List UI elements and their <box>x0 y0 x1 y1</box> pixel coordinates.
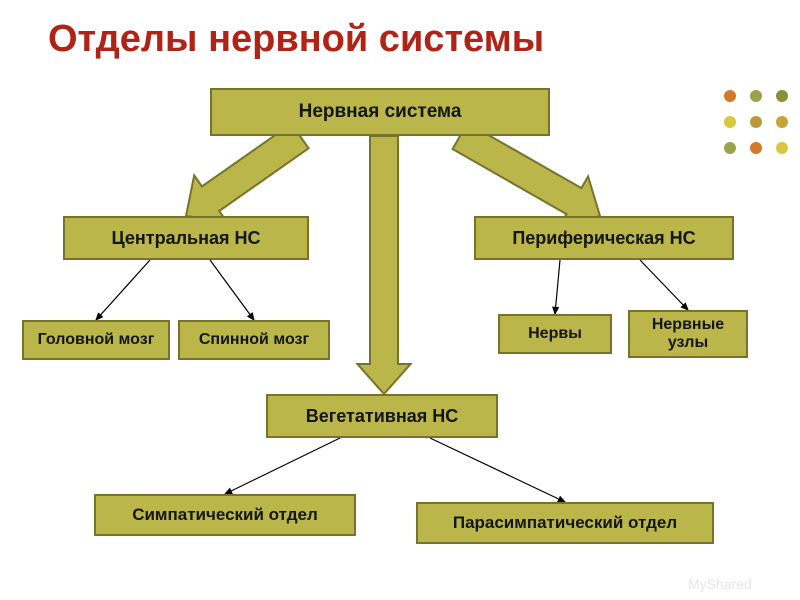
dot <box>724 142 736 154</box>
node-cns: Центральная НС <box>63 216 309 260</box>
dot <box>750 116 762 128</box>
node-nerves: Нервы <box>498 314 612 354</box>
thin-arrow <box>555 260 560 314</box>
dot <box>750 142 762 154</box>
thin-arrow <box>210 260 254 320</box>
node-symp: Симпатический отдел <box>94 494 356 536</box>
node-brain: Головной мозг <box>22 320 170 360</box>
watermark: MyShared <box>688 576 752 592</box>
dot <box>750 90 762 102</box>
dot <box>724 116 736 128</box>
page-title: Отделы нервной системы <box>48 18 544 61</box>
node-spinal: Спинной мозг <box>178 320 330 360</box>
thin-arrow <box>640 260 688 310</box>
thin-arrow <box>96 260 150 320</box>
thin-arrow <box>430 438 565 502</box>
dot <box>776 142 788 154</box>
dot <box>776 116 788 128</box>
dot <box>776 90 788 102</box>
node-veget: Вегетативная НС <box>266 394 498 438</box>
node-root: Нервная система <box>210 88 550 136</box>
thin-arrow <box>225 438 340 494</box>
node-parasymp: Парасимпатический отдел <box>416 502 714 544</box>
fat-arrow <box>357 136 410 394</box>
node-ganglia: Нервные узлы <box>628 310 748 358</box>
fat-arrow <box>453 123 600 226</box>
fat-arrow <box>186 124 309 222</box>
dot <box>724 90 736 102</box>
node-pns: Периферическая НС <box>474 216 734 260</box>
